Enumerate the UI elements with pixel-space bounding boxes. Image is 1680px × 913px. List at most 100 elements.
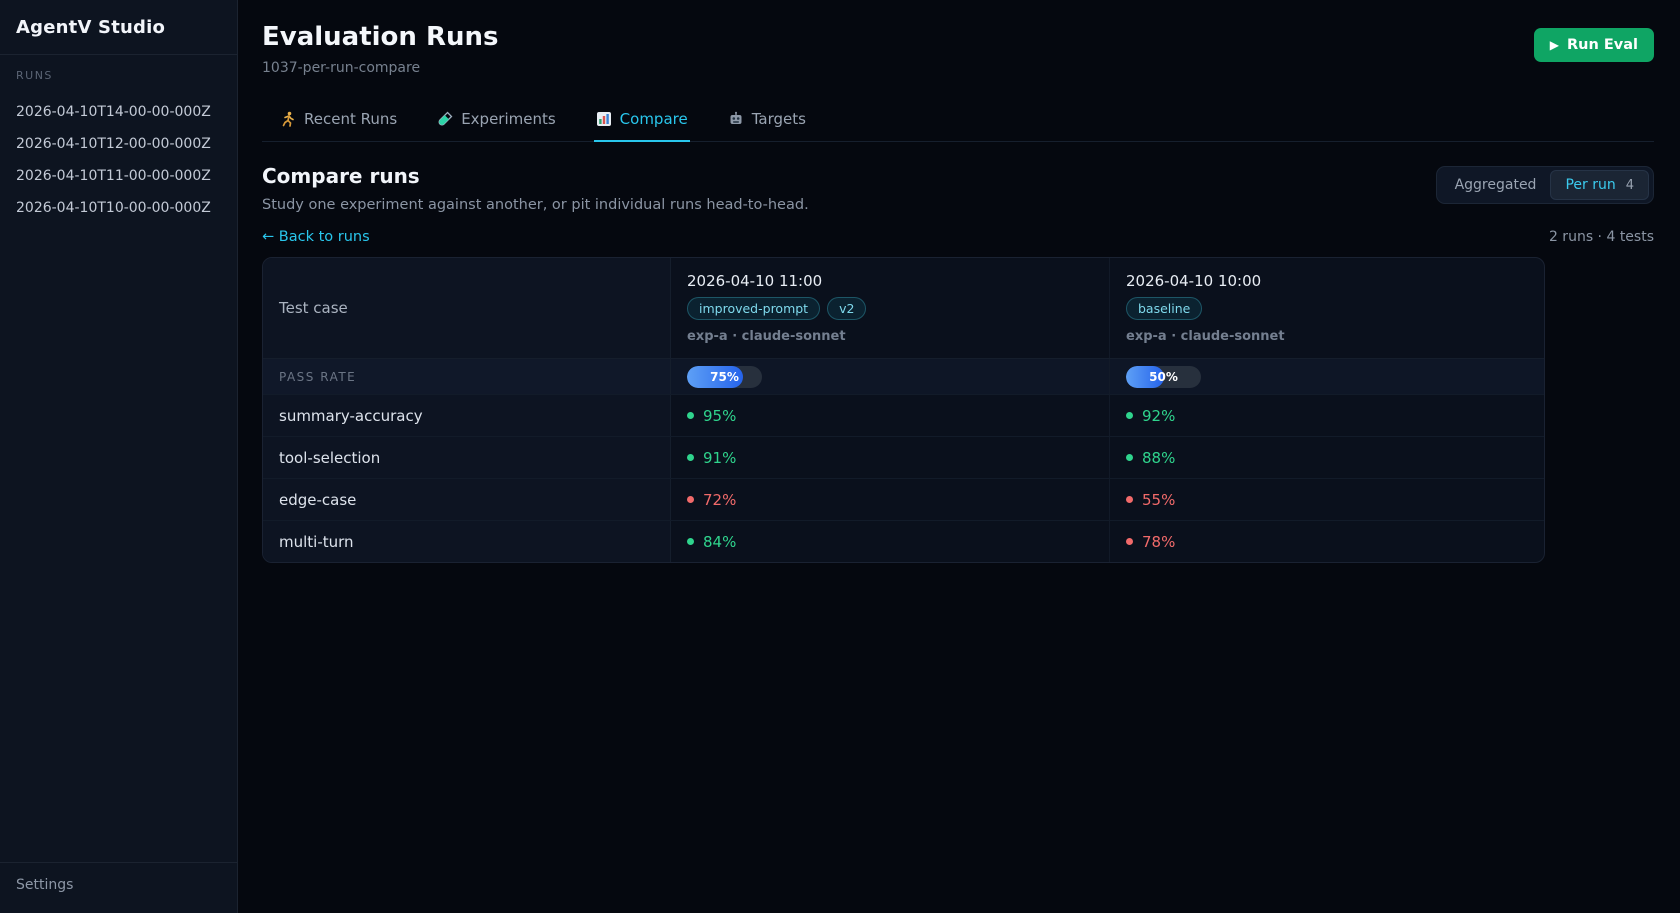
tab-recent-runs[interactable]: Recent Runs xyxy=(278,102,399,142)
sidebar: AgentV Studio RUNS 2026-04-10T14-00-00-0… xyxy=(0,0,238,913)
pass-rate-cell: 75% xyxy=(671,359,1109,394)
status-dot xyxy=(1126,538,1133,545)
per-run-count-badge: 4 xyxy=(1625,177,1634,193)
run-badges: improved-prompt v2 xyxy=(687,297,867,320)
tab-label: Experiments xyxy=(461,110,556,128)
status-dot xyxy=(687,454,694,461)
pass-rate-label: PASS RATE xyxy=(279,369,357,384)
sidebar-run-item[interactable]: 2026-04-10T14-00-00-000Z xyxy=(16,104,211,120)
result-value: 78% xyxy=(1142,532,1176,551)
pass-rate-value: 75% xyxy=(710,369,739,384)
result-value: 88% xyxy=(1142,448,1176,467)
runs-section-label: RUNS xyxy=(16,69,53,82)
result-cell: 55% xyxy=(1109,479,1544,520)
table-row: edge-case 72% 55% xyxy=(263,478,1544,520)
result-cell: 92% xyxy=(1109,395,1544,436)
run-datetime: 2026-04-10 11:00 xyxy=(687,272,823,290)
test-name-cell: multi-turn xyxy=(263,521,671,562)
page-subtitle: 1037-per-run-compare xyxy=(262,60,421,76)
tab-targets[interactable]: Targets xyxy=(726,102,808,142)
test-case-header-cell: Test case xyxy=(263,258,671,358)
pass-rate-fill xyxy=(1126,365,1164,388)
sidebar-footer: Settings xyxy=(0,862,237,913)
page-title: Evaluation Runs xyxy=(262,22,499,52)
test-name-cell: tool-selection xyxy=(263,437,671,478)
run-badge: baseline xyxy=(1126,297,1203,320)
main-content: Evaluation Runs 1037-per-run-compare ▶ R… xyxy=(238,0,1680,913)
status-dot xyxy=(687,412,694,419)
runs-summary: 2 runs · 4 tests xyxy=(1548,229,1654,245)
pass-rate-label-cell: PASS RATE xyxy=(263,359,671,394)
result-cell: 91% xyxy=(671,437,1109,478)
runner-icon xyxy=(280,111,296,127)
settings-link[interactable]: Settings xyxy=(16,877,74,893)
compare-heading: Compare runs xyxy=(262,164,420,188)
tab-label: Recent Runs xyxy=(304,110,398,128)
table-meta-row: ← Back to runs 2 runs · 4 tests xyxy=(262,229,1654,245)
sidebar-runs-section: RUNS 2026-04-10T14-00-00-000Z 2026-04-10… xyxy=(0,55,237,862)
run-column-header: 2026-04-10 11:00 improved-prompt v2 exp-… xyxy=(671,258,1109,358)
robot-icon xyxy=(728,111,744,127)
test-name: edge-case xyxy=(279,490,357,509)
play-icon: ▶ xyxy=(1549,38,1560,52)
table-row: tool-selection 91% 88% xyxy=(263,436,1544,478)
page-header: Evaluation Runs 1037-per-run-compare ▶ R… xyxy=(262,22,1654,76)
run-eval-label: Run Eval xyxy=(1567,37,1638,53)
test-name-cell: summary-accuracy xyxy=(263,395,671,436)
run-badge: improved-prompt xyxy=(687,297,821,320)
tab-experiments[interactable]: Experiments xyxy=(435,102,557,142)
tab-compare[interactable]: Compare xyxy=(593,102,690,142)
table-header-row: Test case 2026-04-10 11:00 improved-prom… xyxy=(263,258,1544,358)
status-dot xyxy=(1126,412,1133,419)
back-to-runs-link[interactable]: ← Back to runs xyxy=(262,229,370,245)
status-dot xyxy=(687,538,694,545)
result-value: 55% xyxy=(1142,490,1176,509)
run-datetime: 2026-04-10 10:00 xyxy=(1126,272,1262,290)
compare-table: Test case 2026-04-10 11:00 improved-prom… xyxy=(262,257,1545,563)
test-name-cell: edge-case xyxy=(263,479,671,520)
view-mode-toggle: Aggregated Per run 4 xyxy=(1435,166,1654,204)
pass-rate-row: PASS RATE 75% 50% xyxy=(263,358,1544,394)
test-name: summary-accuracy xyxy=(279,406,423,425)
result-cell: 72% xyxy=(671,479,1109,520)
result-value: 95% xyxy=(703,406,737,425)
pass-rate-value: 50% xyxy=(1149,369,1178,384)
toggle-aggregated[interactable]: Aggregated xyxy=(1441,171,1551,199)
sidebar-run-item[interactable]: 2026-04-10T11-00-00-000Z xyxy=(16,168,211,184)
pass-rate-bar: 75% xyxy=(687,365,762,388)
run-badges: baseline xyxy=(1126,297,1203,320)
test-tube-icon xyxy=(437,111,453,127)
sidebar-run-item[interactable]: 2026-04-10T12-00-00-000Z xyxy=(16,136,211,152)
table-row: summary-accuracy 95% 92% xyxy=(263,394,1544,436)
test-case-header-label: Test case xyxy=(279,299,348,317)
test-name: tool-selection xyxy=(279,448,381,467)
compare-section-header: Compare runs Study one experiment agains… xyxy=(262,164,1654,213)
run-meta: exp-a · claude-sonnet xyxy=(687,329,846,344)
run-column-header: 2026-04-10 10:00 baseline exp-a · claude… xyxy=(1109,258,1544,358)
pass-rate-cell: 50% xyxy=(1109,359,1544,394)
table-row: multi-turn 84% 78% xyxy=(263,520,1544,562)
result-cell: 84% xyxy=(671,521,1109,562)
run-eval-button[interactable]: ▶ Run Eval xyxy=(1533,28,1654,62)
result-value: 72% xyxy=(703,490,737,509)
toggle-label: Aggregated xyxy=(1454,177,1537,193)
result-cell: 78% xyxy=(1109,521,1544,562)
app-title: AgentV Studio xyxy=(16,17,166,38)
result-cell: 95% xyxy=(671,395,1109,436)
toggle-per-run[interactable]: Per run 4 xyxy=(1550,170,1649,200)
status-dot xyxy=(687,496,694,503)
status-dot xyxy=(1126,454,1133,461)
result-value: 91% xyxy=(703,448,737,467)
pass-rate-fill xyxy=(687,365,744,388)
result-value: 84% xyxy=(703,532,737,551)
result-value: 92% xyxy=(1142,406,1176,425)
compare-description: Study one experiment against another, or… xyxy=(262,197,809,213)
tab-label: Targets xyxy=(751,110,806,128)
run-badge: v2 xyxy=(827,297,867,320)
run-meta: exp-a · claude-sonnet xyxy=(1126,329,1285,344)
sidebar-header: AgentV Studio xyxy=(0,0,237,55)
pass-rate-bar: 50% xyxy=(1126,365,1201,388)
status-dot xyxy=(1126,496,1133,503)
tab-label: Compare xyxy=(619,110,688,128)
sidebar-run-item[interactable]: 2026-04-10T10-00-00-000Z xyxy=(16,200,211,216)
